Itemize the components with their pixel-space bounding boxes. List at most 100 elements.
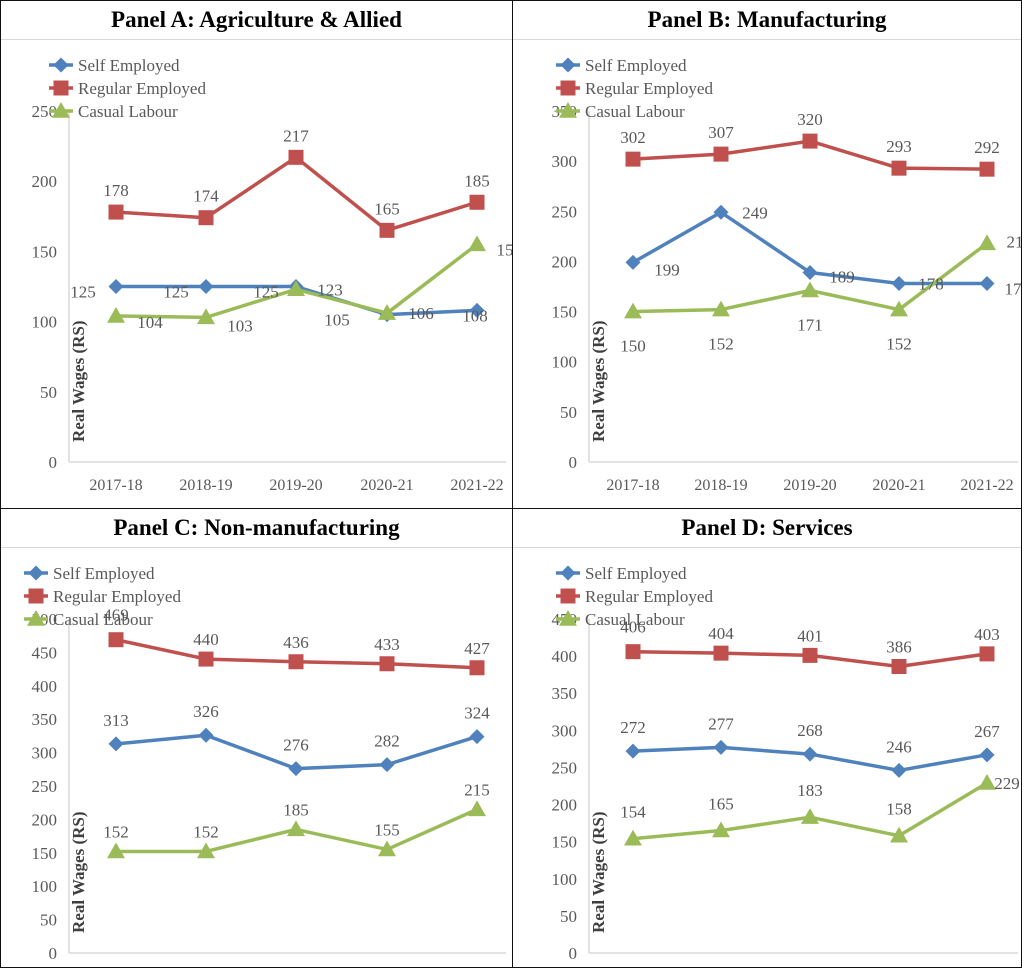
series-self-employed	[625, 739, 995, 778]
data-label: 158	[886, 800, 912, 819]
y-tick-label: 200	[552, 252, 578, 271]
data-label: 406	[620, 618, 646, 637]
y-tick-label: 150	[32, 242, 58, 261]
legend-label: Regular Employed	[53, 587, 181, 606]
y-tick-label: 100	[32, 877, 58, 896]
y-tick-label: 0	[49, 944, 58, 963]
data-label: 267	[974, 722, 1000, 741]
y-tick-label: 100	[552, 353, 578, 372]
data-label: 155	[374, 820, 400, 839]
legend-marker-square-icon	[53, 80, 69, 96]
data-label: 15	[497, 240, 513, 259]
data-point	[469, 302, 485, 318]
data-point	[468, 235, 486, 252]
data-point	[713, 739, 729, 755]
y-axis-title: Real Wages (RS)	[69, 320, 88, 442]
data-point	[379, 222, 395, 238]
data-label: 199	[654, 260, 680, 279]
line-chart-panel-c: 0501001502002503003504004505002017-18201…	[24, 564, 506, 963]
legend-label: Regular Employed	[585, 587, 713, 606]
data-label: 403	[974, 625, 1000, 644]
legend-marker-triangle-icon	[559, 102, 577, 118]
panel-a: Panel A: Agriculture & Allied 0 50 100 150 2…	[0, 0, 513, 509]
y-axis-title: Real Wages (RS)	[589, 811, 608, 933]
y-tick-label: 200	[552, 796, 578, 815]
legend-label: Self Employed	[53, 564, 155, 583]
x-tick-label: 2017-18	[89, 477, 142, 494]
data-point	[198, 727, 214, 743]
legend-item: Regular Employed	[49, 79, 206, 98]
data-label: 326	[193, 702, 219, 721]
legend-marker-square-icon	[28, 588, 44, 604]
data-label: 185	[464, 171, 490, 190]
panel-title: Panel B: Manufacturing	[513, 1, 1021, 40]
data-label: 108	[462, 306, 488, 325]
data-point	[625, 254, 641, 270]
data-label: 178	[103, 181, 129, 200]
data-label: 302	[620, 128, 646, 147]
panel-title: Panel D: Services	[513, 509, 1021, 548]
data-label: 427	[464, 639, 490, 658]
data-point	[802, 264, 818, 280]
data-point	[378, 840, 396, 857]
y-axis-title: Real Wages (RS)	[69, 811, 88, 933]
legend-label: Self Employed	[585, 564, 687, 583]
legend-marker-diamond-icon	[560, 565, 576, 581]
y-tick-label: 450	[32, 643, 58, 662]
legend: Self Employed Regular Employed Casual Labo…	[24, 564, 181, 629]
legend-label: Regular Employed	[78, 79, 206, 98]
legend-marker-triangle-icon	[559, 610, 577, 626]
data-label: 433	[374, 635, 400, 654]
legend-marker-diamond-icon	[28, 565, 44, 581]
y-tick-label: 200	[32, 810, 58, 829]
data-label: 123	[317, 280, 343, 299]
data-label: 324	[464, 704, 490, 723]
legend-item: Self Employed	[556, 56, 687, 75]
y-tick-label: 50	[560, 907, 577, 926]
data-point	[624, 829, 642, 846]
data-label: 106	[408, 304, 434, 323]
data-label: 440	[193, 630, 219, 649]
legend-item: Casual Labour	[556, 102, 685, 121]
legend-label: Casual Labour	[585, 610, 685, 629]
data-label: 246	[886, 737, 912, 756]
data-point	[288, 149, 304, 165]
x-tick-label: 2018-19	[694, 477, 747, 494]
data-point	[978, 774, 996, 790]
data-point	[379, 656, 395, 672]
data-point	[108, 204, 124, 220]
data-label: 320	[797, 110, 823, 129]
panel-b: Panel B: Manufacturing 0 50 100 150 200 250 30…	[512, 0, 1022, 509]
data-point	[802, 133, 818, 149]
data-point	[624, 302, 642, 319]
data-label: 17	[1005, 279, 1022, 298]
series-regular-employed	[625, 644, 995, 675]
y-tick-label: 250	[552, 758, 578, 777]
data-label: 21	[1007, 232, 1022, 251]
legend-marker-diamond-icon	[560, 57, 576, 73]
data-label: 307	[708, 123, 734, 142]
data-label: 292	[974, 138, 1000, 157]
series-casual-labour	[624, 234, 996, 319]
y-tick-label: 400	[32, 677, 58, 696]
x-tick-label: 2021-22	[450, 477, 503, 494]
data-point	[979, 646, 995, 662]
data-label: 125	[70, 283, 96, 302]
x-tick-label: 2020-21	[360, 477, 413, 494]
legend-marker-triangle-icon	[27, 610, 45, 626]
y-tick-label: 50	[40, 383, 57, 402]
data-label: 125	[163, 283, 189, 302]
data-label: 178	[918, 274, 944, 293]
legend-label: Casual Labour	[585, 102, 685, 121]
legend-label: Casual Labour	[53, 610, 153, 629]
data-point	[802, 746, 818, 762]
data-point	[107, 306, 125, 323]
data-label: 103	[227, 316, 253, 335]
data-point	[287, 820, 305, 837]
y-tick-label: 150	[32, 844, 58, 863]
y-tick-label: 150	[552, 833, 578, 852]
y-tick-label: 300	[552, 721, 578, 740]
panel-title: Panel A: Agriculture & Allied	[1, 1, 512, 40]
legend: Self Employed Regular Employed Casual Labo…	[556, 56, 713, 121]
